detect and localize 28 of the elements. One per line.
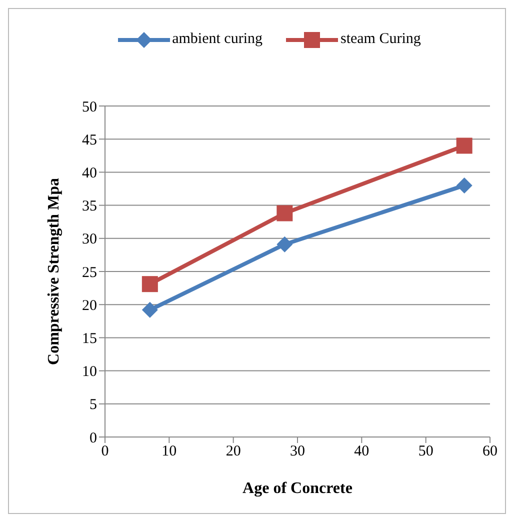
- point: [276, 205, 293, 222]
- y-tick-label: 0: [90, 430, 97, 446]
- y-tick-label: 45: [82, 132, 97, 148]
- point: [456, 138, 472, 154]
- y-tick-label: 10: [82, 364, 97, 380]
- x-tick-label: 0: [101, 444, 109, 460]
- x-tick-label: 50: [418, 444, 434, 460]
- point: [142, 302, 158, 318]
- point: [456, 177, 472, 194]
- y-tick-label: 35: [82, 198, 97, 215]
- x-tick-label: 40: [354, 444, 370, 460]
- y-tick-label: 50: [82, 99, 97, 116]
- x-tick-label: 30: [290, 444, 305, 460]
- y-tick-label: 30: [82, 232, 97, 248]
- x-tick-label: 20: [226, 444, 241, 460]
- legend-label: ambient curing: [172, 31, 262, 48]
- x-tick-label: 60: [482, 444, 498, 460]
- x-tick-label: 10: [162, 444, 177, 460]
- legend-label: steam Curing: [340, 31, 421, 48]
- y-tick-label: 15: [82, 331, 97, 348]
- y-tick-label: 25: [82, 264, 97, 281]
- y-tick-label: 5: [90, 397, 97, 414]
- y-axis-title: Compressive Strength Mpa: [46, 178, 63, 365]
- x-axis-title: Age of Concrete: [242, 480, 352, 497]
- y-tick-label: 40: [82, 166, 97, 182]
- point: [276, 236, 293, 252]
- point: [142, 276, 158, 292]
- y-tick-label: 20: [82, 298, 97, 314]
